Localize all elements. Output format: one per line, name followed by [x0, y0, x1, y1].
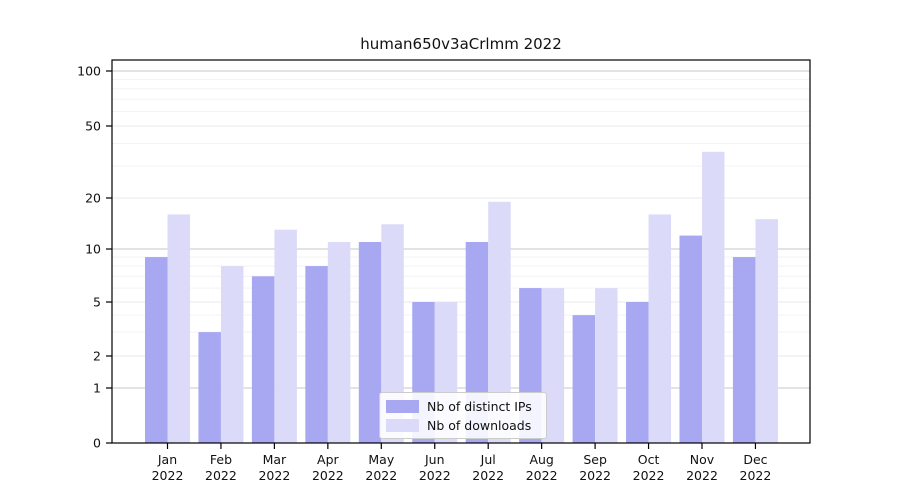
x-tick-year-may: 2022 [365, 468, 397, 483]
plot-border [111, 59, 811, 444]
x-tick-year-jun: 2022 [419, 468, 451, 483]
bar-distinct-ips-feb [198, 332, 221, 443]
x-tick-year-jan: 2022 [152, 468, 184, 483]
x-tick-year-sep: 2022 [579, 468, 611, 483]
x-tick-label-may: May [368, 452, 394, 467]
bar-downloads-feb [220, 266, 244, 443]
x-tick-year-apr: 2022 [312, 468, 344, 483]
x-tick-label-jun: Jun [424, 452, 445, 467]
x-tick-label-mar: Mar [263, 452, 287, 467]
bar-downloads-jul [488, 201, 511, 443]
x-tick-year-feb: 2022 [205, 468, 237, 483]
x-tick-label-feb: Feb [210, 452, 232, 467]
bar-distinct-ips-mar [251, 276, 275, 443]
legend-swatch-downloads [386, 418, 419, 432]
bar-downloads-apr [327, 241, 351, 443]
x-tick-year-jul: 2022 [472, 468, 504, 483]
bar-downloads-dec [755, 219, 778, 443]
y-tick-label-50: 50 [85, 118, 101, 133]
y-tick-label-1: 1 [93, 380, 101, 395]
bar-distinct-ips-sep [572, 315, 596, 443]
x-tick-label-dec: Dec [743, 452, 767, 467]
legend-item-downloads: Nb of downloads [386, 417, 538, 433]
y-tick-label-100: 100 [77, 63, 101, 78]
bar-distinct-ips-may [358, 241, 382, 443]
y-tick-label-10: 10 [85, 241, 101, 256]
x-tick-year-aug: 2022 [526, 468, 558, 483]
bar-downloads-sep [595, 288, 618, 443]
bar-downloads-mar [274, 229, 297, 443]
legend-label-downloads: Nb of downloads [427, 417, 532, 433]
bar-distinct-ips-nov [679, 235, 702, 443]
x-tick-year-dec: 2022 [740, 468, 772, 483]
y-tick-label-2: 2 [93, 348, 101, 363]
bar-distinct-ips-dec [732, 257, 756, 443]
y-tick-label-0: 0 [93, 435, 101, 450]
bar-downloads-oct [648, 214, 672, 443]
bar-distinct-ips-apr [305, 266, 328, 443]
x-tick-label-apr: Apr [317, 452, 339, 467]
x-tick-year-nov: 2022 [686, 468, 718, 483]
y-tick-label-5: 5 [93, 294, 101, 309]
x-tick-label-aug: Aug [529, 452, 553, 467]
x-tick-label-jan: Jan [157, 452, 177, 467]
bar-downloads-jan [167, 214, 190, 443]
legend-item-distinct-ips: Nb of distinct IPs [386, 398, 538, 414]
x-tick-label-oct: Oct [638, 452, 660, 467]
bar-distinct-ips-oct [626, 302, 649, 443]
bar-distinct-ips-jan [145, 257, 168, 443]
x-tick-label-nov: Nov [690, 452, 715, 467]
bar-downloads-nov [702, 151, 725, 443]
bar-downloads-aug [541, 288, 565, 443]
x-tick-year-mar: 2022 [258, 468, 290, 483]
x-tick-label-sep: Sep [583, 452, 607, 467]
y-tick-label-20: 20 [85, 190, 101, 205]
x-tick-year-oct: 2022 [633, 468, 665, 483]
legend-label-distinct-ips: Nb of distinct IPs [427, 398, 532, 414]
chart-title: human650v3aCrlmm 2022 [360, 35, 562, 53]
x-tick-label-jul: Jul [480, 452, 496, 467]
bar-downloads-may [381, 224, 404, 443]
legend: Nb of distinct IPs Nb of downloads [379, 392, 547, 439]
legend-swatch-distinct-ips [386, 399, 419, 413]
